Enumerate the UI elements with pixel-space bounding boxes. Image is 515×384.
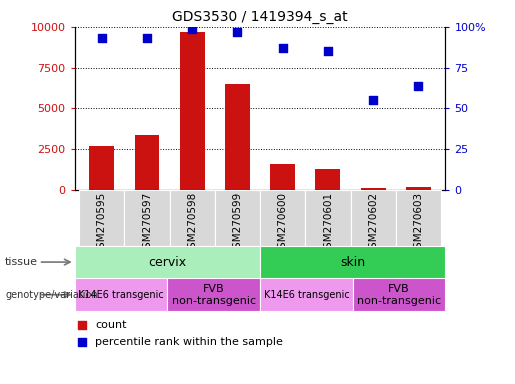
Point [98, 35, 106, 41]
Bar [125, 190, 169, 246]
Text: tissue: tissue [5, 257, 38, 267]
Bar [180, 32, 204, 190]
Bar [270, 164, 295, 190]
Point [414, 83, 422, 89]
Text: percentile rank within the sample: percentile rank within the sample [95, 337, 283, 347]
Bar [225, 84, 250, 190]
Text: count: count [95, 319, 127, 329]
Text: K14E6 transgenic: K14E6 transgenic [264, 290, 349, 300]
Text: GSM270597: GSM270597 [142, 192, 152, 255]
Point [323, 103, 332, 109]
Bar [351, 190, 396, 246]
Bar [75, 278, 167, 311]
Bar [75, 246, 260, 278]
Text: K14E6 transgenic: K14E6 transgenic [78, 290, 164, 300]
Text: GSM270595: GSM270595 [97, 192, 107, 255]
Point [233, 29, 242, 35]
Bar [396, 190, 441, 246]
Text: FVB
non-transgenic: FVB non-transgenic [171, 284, 256, 306]
Text: genotype/variation: genotype/variation [5, 290, 98, 300]
Point [324, 48, 332, 55]
Text: GSM270603: GSM270603 [414, 192, 423, 255]
Text: GSM270601: GSM270601 [323, 192, 333, 255]
Point [369, 97, 377, 103]
Text: skin: skin [340, 256, 365, 268]
Bar [134, 135, 160, 190]
Bar [316, 169, 340, 190]
Title: GDS3530 / 1419394_s_at: GDS3530 / 1419394_s_at [172, 10, 348, 25]
Bar [260, 190, 305, 246]
Text: cervix: cervix [148, 256, 186, 268]
Point [323, 260, 332, 266]
Bar [167, 278, 260, 311]
Bar [305, 190, 351, 246]
Bar [215, 190, 260, 246]
Point [188, 25, 196, 31]
Text: GSM270598: GSM270598 [187, 192, 197, 255]
Bar [406, 187, 431, 190]
Text: GSM270600: GSM270600 [278, 192, 288, 255]
Bar [90, 146, 114, 190]
Bar [169, 190, 215, 246]
Bar [79, 190, 125, 246]
Point [143, 35, 151, 41]
Bar [353, 278, 445, 311]
Bar [260, 246, 445, 278]
Text: GSM270599: GSM270599 [232, 192, 243, 255]
Bar [260, 278, 353, 311]
Point [279, 45, 287, 51]
Text: GSM270602: GSM270602 [368, 192, 378, 255]
Bar [360, 189, 386, 190]
Text: FVB
non-transgenic: FVB non-transgenic [357, 284, 441, 306]
